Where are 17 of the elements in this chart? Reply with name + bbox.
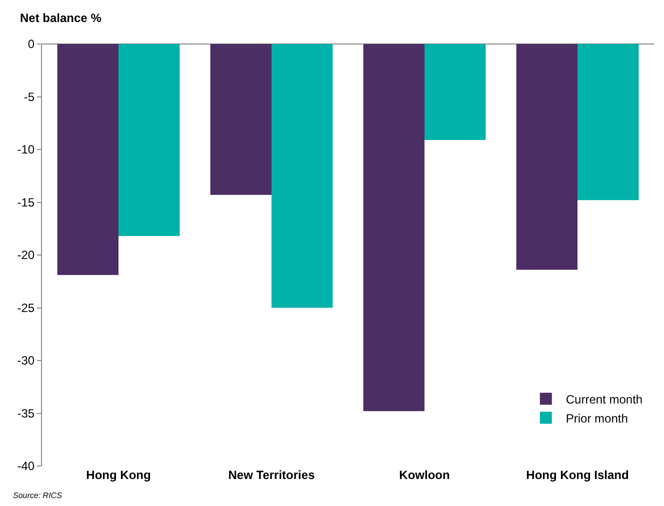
x-tick-label: Hong Kong: [86, 468, 151, 482]
y-axis-title: Net balance %: [20, 11, 102, 25]
legend-label: Current month: [566, 392, 643, 406]
source-note: Source: RICS: [13, 491, 63, 500]
legend-label: Prior month: [566, 411, 628, 426]
y-tick-label: -35: [17, 406, 35, 420]
y-tick-label: 0: [28, 37, 35, 52]
x-tick-label: Kowloon: [399, 468, 450, 482]
y-tick-label: -25: [17, 300, 35, 315]
x-tick-label: New Territories: [228, 468, 316, 482]
x-tick-label: Hong Kong Island: [526, 468, 629, 482]
y-tick-label: -30: [17, 354, 35, 368]
y-tick-label: -40: [17, 459, 35, 474]
y-tick-label: -5: [24, 90, 35, 104]
y-tick-label: -20: [17, 248, 35, 262]
y-tick-label: -10: [17, 142, 35, 157]
y-tick-label: -15: [17, 195, 35, 210]
